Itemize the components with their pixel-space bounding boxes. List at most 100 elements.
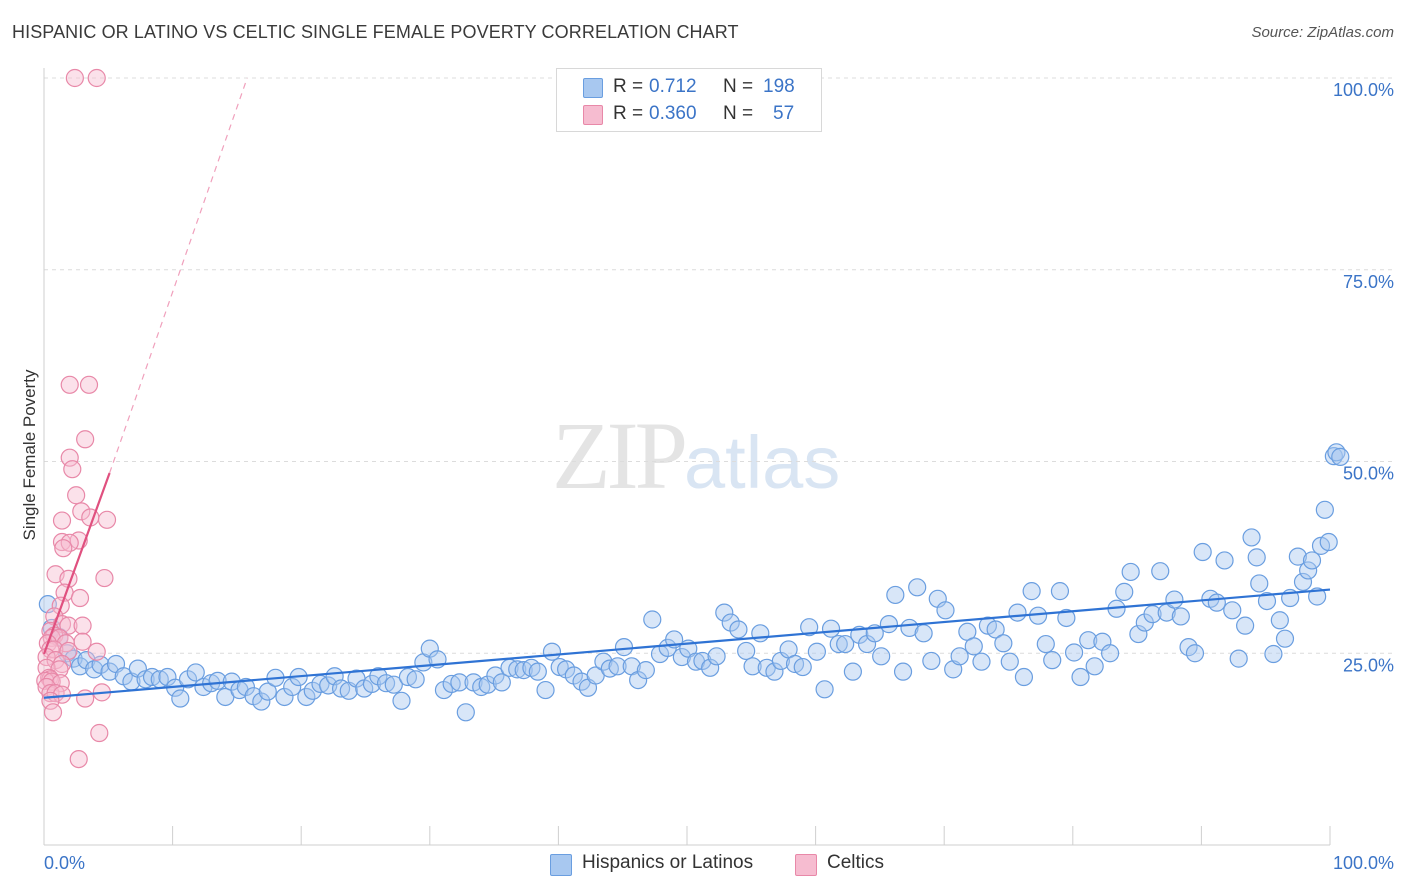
point-hispanics-or-latinos <box>972 652 991 671</box>
point-hispanics-or-latinos <box>1064 643 1084 662</box>
point-celtics <box>52 511 72 530</box>
point-celtics <box>79 375 99 394</box>
point-hispanics-or-latinos <box>994 634 1013 653</box>
point-hispanics-or-latinos <box>964 637 983 656</box>
point-hispanics-or-latinos <box>1308 587 1327 606</box>
watermark-zip: ZIP <box>552 402 688 509</box>
point-hispanics-or-latinos <box>1257 591 1277 611</box>
point-celtics <box>67 486 86 505</box>
point-hispanics-or-latinos <box>1079 631 1098 650</box>
point-hispanics-or-latinos <box>1319 532 1338 552</box>
point-hispanics-or-latinos <box>751 624 770 643</box>
point-hispanics-or-latinos <box>492 673 511 692</box>
point-hispanics-or-latinos <box>456 703 475 722</box>
point-hispanics-or-latinos <box>1288 547 1307 566</box>
legend-r-value: 0.360 <box>649 103 697 124</box>
point-celtics <box>52 532 72 552</box>
point-hispanics-or-latinos <box>936 601 955 620</box>
legend-r-label: R = <box>613 76 644 97</box>
point-hispanics-or-latinos <box>1085 657 1104 676</box>
point-hispanics-or-latinos <box>536 680 555 700</box>
point-hispanics-or-latinos <box>1193 542 1212 562</box>
point-hispanics-or-latinos <box>693 651 712 671</box>
y-tick-label: 25.0% <box>1343 655 1394 675</box>
point-hispanics-or-latinos <box>829 634 848 654</box>
legend-n-label: N = <box>723 76 754 97</box>
legend-label-celtics: Celtics <box>827 852 885 873</box>
point-celtics <box>73 616 92 635</box>
point-hispanics-or-latinos <box>1100 644 1120 663</box>
point-celtics <box>59 616 78 635</box>
point-hispanics-or-latinos <box>1143 605 1162 624</box>
point-celtics <box>60 375 79 394</box>
point-hispanics-or-latinos <box>1215 551 1234 570</box>
source-label: Source: ZipAtlas.com <box>1251 24 1394 41</box>
point-hispanics-or-latinos <box>1071 667 1090 687</box>
point-hispanics-or-latinos <box>715 603 734 622</box>
point-hispanics-or-latinos <box>950 647 969 666</box>
legend-swatch-hispanic <box>583 78 603 98</box>
chart-title: HISPANIC OR LATINO VS CELTIC SINGLE FEMA… <box>12 22 739 42</box>
point-hispanics-or-latinos <box>886 585 905 605</box>
point-hispanics-or-latinos <box>236 677 256 697</box>
point-hispanics-or-latinos <box>1299 561 1318 580</box>
point-hispanics-or-latinos <box>1242 528 1261 547</box>
point-hispanics-or-latinos <box>836 634 855 654</box>
point-hispanics-or-latinos <box>737 641 756 661</box>
point-hispanics-or-latinos <box>392 691 411 710</box>
point-hispanics-or-latinos <box>614 638 634 657</box>
trend-line-celtics <box>42 472 111 655</box>
point-hispanics-or-latinos <box>1022 582 1041 601</box>
series-legend: Hispanics or Latinos Celtics <box>0 852 1406 878</box>
legend-label-hispanics: Hispanics or Latinos <box>582 852 754 873</box>
point-hispanics-or-latinos <box>186 663 205 682</box>
point-hispanics-or-latinos <box>721 613 740 632</box>
point-hispanics-or-latinos <box>914 624 933 643</box>
point-hispanics-or-latinos <box>1302 551 1322 570</box>
point-hispanics-or-latinos <box>893 662 913 681</box>
gridlines <box>44 77 1394 654</box>
trend-line-celtics-extension <box>109 77 248 474</box>
x-tick-label-max: 100.0% <box>1333 853 1394 873</box>
point-hispanics-or-latinos <box>1115 582 1134 601</box>
point-hispanics-or-latinos <box>1000 652 1019 671</box>
y-tick-label: 100.0% <box>1333 80 1394 100</box>
point-hispanics-or-latinos <box>707 647 726 666</box>
legend-swatch-celtics <box>583 105 603 125</box>
point-hispanics-or-latinos <box>1036 634 1055 654</box>
point-hispanics-or-latinos <box>1264 644 1283 664</box>
point-hispanics-or-latinos <box>922 651 941 671</box>
point-celtics <box>63 460 82 479</box>
point-hispanics-or-latinos <box>800 618 819 637</box>
y-axis-label: Single Female Poverty <box>20 369 39 541</box>
point-celtics <box>73 632 92 651</box>
point-hispanics-or-latinos <box>1247 548 1266 567</box>
point-hispanics-or-latinos <box>1236 616 1255 635</box>
point-hispanics-or-latinos <box>275 687 294 707</box>
point-hispanics-or-latinos <box>1171 607 1190 626</box>
point-hispanics-or-latinos <box>376 674 396 693</box>
trend-lines <box>42 77 1331 699</box>
point-hispanics-or-latinos <box>406 670 425 689</box>
point-hispanics-or-latinos <box>765 662 784 681</box>
watermark-atlas: atlas <box>684 421 841 504</box>
legend-r-value: 0.712 <box>649 76 697 97</box>
point-hispanics-or-latinos <box>369 667 388 686</box>
point-hispanics-or-latinos <box>701 658 720 677</box>
point-celtics <box>60 448 79 467</box>
point-hispanics-or-latinos <box>1223 601 1242 620</box>
point-hispanics-or-latinos <box>636 661 655 680</box>
legend-n-value: 198 <box>763 76 795 97</box>
point-hispanics-or-latinos <box>442 674 461 694</box>
y-tick-label: 50.0% <box>1343 464 1394 484</box>
legend-swatch-celtics <box>795 854 817 876</box>
point-celtics <box>97 510 117 529</box>
point-hispanics-or-latinos <box>1331 447 1350 466</box>
point-hispanics-or-latinos <box>1050 582 1070 601</box>
point-hispanics-or-latinos <box>1151 562 1170 581</box>
point-hispanics-or-latinos <box>879 615 899 634</box>
point-hispanics-or-latinos <box>1270 611 1289 630</box>
legend-n-value: 57 <box>773 103 795 124</box>
point-celtics <box>70 588 90 608</box>
